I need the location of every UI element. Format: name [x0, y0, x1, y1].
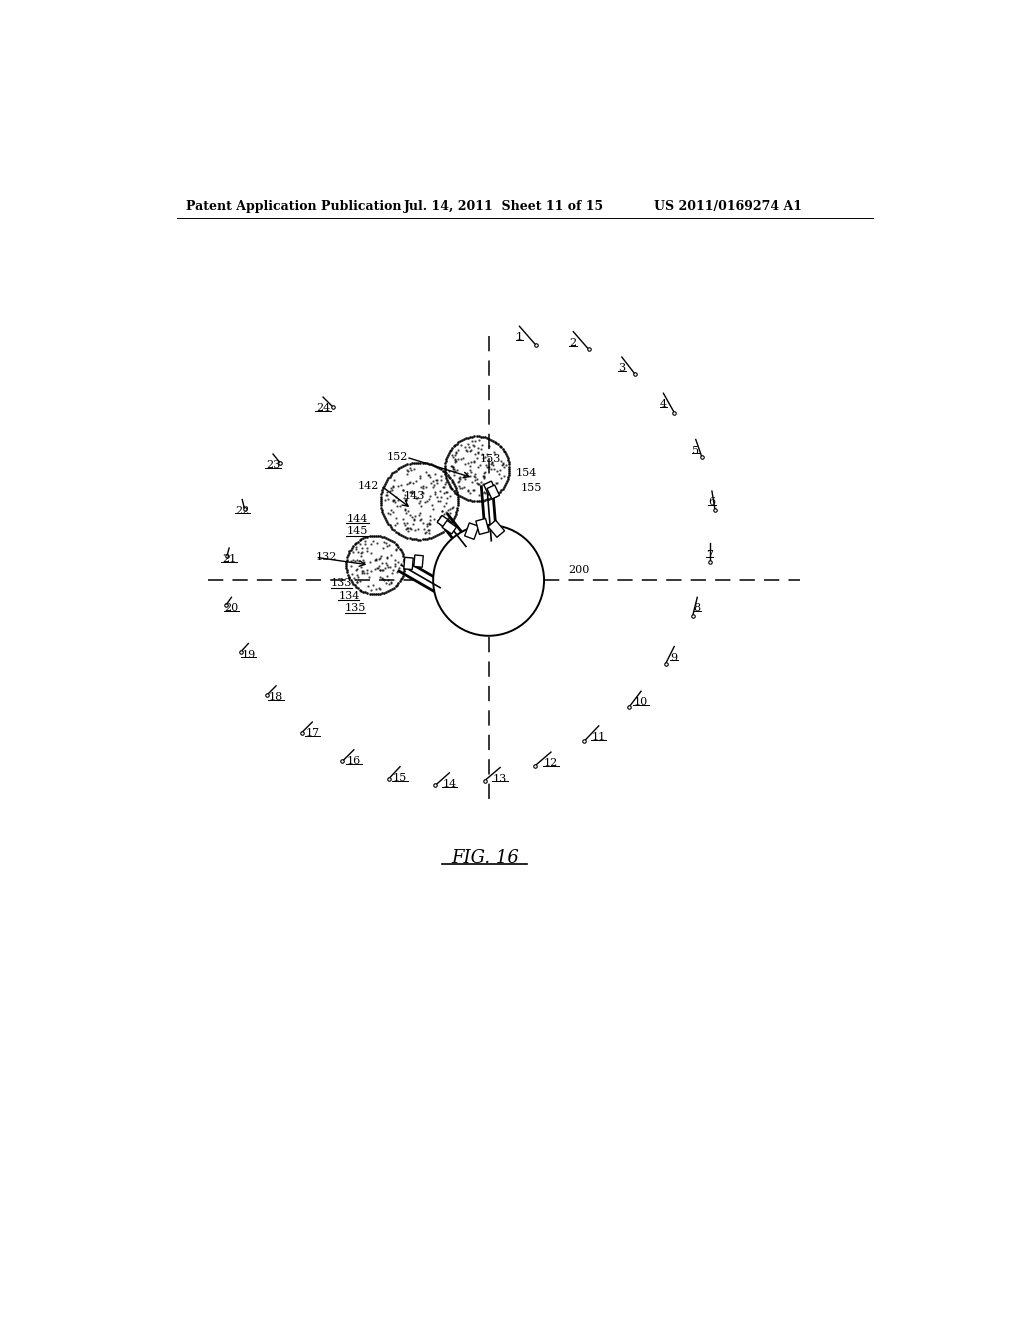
Polygon shape — [442, 520, 457, 535]
Text: FIG. 16: FIG. 16 — [451, 849, 519, 866]
Text: 132: 132 — [315, 552, 337, 562]
Text: 22: 22 — [236, 506, 249, 516]
Text: 1: 1 — [516, 333, 523, 342]
Text: 14: 14 — [442, 779, 457, 789]
Text: 11: 11 — [592, 733, 606, 742]
Text: 8: 8 — [693, 603, 700, 614]
Polygon shape — [465, 523, 479, 540]
Text: 135: 135 — [345, 603, 366, 612]
Text: 10: 10 — [634, 697, 648, 708]
Text: 155: 155 — [520, 483, 542, 492]
Text: 21: 21 — [222, 554, 237, 564]
Text: 24: 24 — [316, 404, 330, 413]
Text: 4: 4 — [659, 400, 667, 409]
Text: 16: 16 — [347, 756, 361, 766]
Text: 6: 6 — [709, 498, 716, 507]
Text: 2: 2 — [569, 338, 577, 347]
Text: 3: 3 — [618, 363, 626, 374]
Text: 13: 13 — [493, 774, 507, 784]
Text: 7: 7 — [707, 549, 713, 560]
Polygon shape — [414, 554, 423, 568]
Circle shape — [433, 525, 544, 636]
Polygon shape — [437, 515, 452, 529]
Polygon shape — [483, 480, 497, 495]
Polygon shape — [476, 519, 489, 535]
Text: 134: 134 — [339, 591, 359, 601]
Text: 19: 19 — [242, 649, 256, 660]
Text: 154: 154 — [515, 467, 537, 478]
Text: 20: 20 — [224, 603, 239, 614]
Text: 9: 9 — [671, 653, 678, 663]
Text: 23: 23 — [266, 461, 281, 470]
Text: 152: 152 — [387, 453, 409, 462]
Text: 5: 5 — [692, 446, 699, 455]
Polygon shape — [403, 557, 414, 569]
Text: 142: 142 — [357, 480, 379, 491]
Text: 200: 200 — [568, 565, 589, 574]
Text: 15: 15 — [393, 774, 408, 783]
Text: 17: 17 — [305, 729, 319, 738]
Text: 144: 144 — [346, 513, 368, 524]
Text: 133: 133 — [331, 578, 352, 589]
Text: 12: 12 — [544, 758, 558, 768]
Text: 153: 153 — [479, 454, 501, 463]
Polygon shape — [487, 484, 500, 499]
Text: Jul. 14, 2011  Sheet 11 of 15: Jul. 14, 2011 Sheet 11 of 15 — [403, 199, 604, 213]
Text: Patent Application Publication: Patent Application Publication — [186, 199, 401, 213]
Text: 18: 18 — [269, 692, 284, 702]
Polygon shape — [488, 520, 505, 537]
Text: 145: 145 — [346, 527, 368, 536]
Text: US 2011/0169274 A1: US 2011/0169274 A1 — [654, 199, 802, 213]
Text: 143: 143 — [403, 491, 425, 500]
